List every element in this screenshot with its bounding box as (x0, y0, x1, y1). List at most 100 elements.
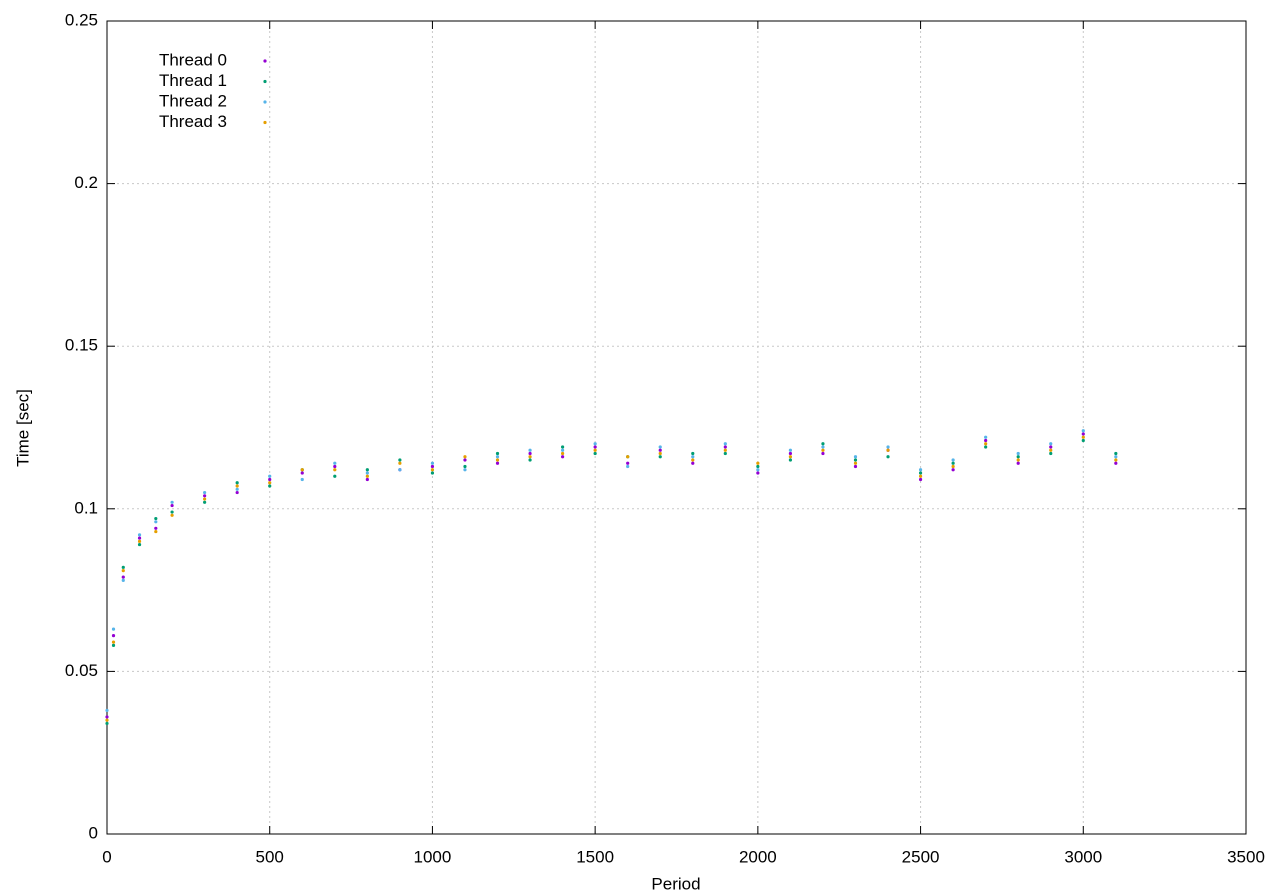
point (853, 458, 858, 462)
point (154, 520, 158, 524)
point (886, 455, 890, 459)
point (821, 445, 825, 449)
point (821, 451, 825, 456)
x-tick-label: 1000 (414, 847, 452, 866)
point (1081, 438, 1085, 443)
point (300, 477, 304, 482)
point (658, 451, 662, 456)
point (137, 539, 142, 543)
point (235, 490, 239, 495)
legend-label: Thread 3 (159, 112, 227, 131)
point (658, 448, 662, 452)
point (203, 490, 207, 495)
point (1049, 451, 1053, 456)
y-tick-label: 0.1 (74, 498, 98, 517)
point (365, 474, 369, 478)
point (203, 500, 207, 504)
point (333, 464, 337, 469)
legend-marker (263, 100, 267, 104)
x-tick-label: 0 (102, 847, 111, 866)
point (235, 481, 239, 485)
point (691, 458, 695, 462)
point (788, 448, 793, 452)
point (1016, 458, 1020, 462)
point (300, 468, 304, 472)
point (1114, 455, 1118, 459)
point (111, 643, 116, 647)
point (170, 510, 174, 514)
point (137, 533, 142, 537)
point (398, 458, 402, 462)
point (561, 455, 565, 459)
legend-label: Thread 1 (159, 71, 227, 90)
point (365, 471, 369, 475)
point (528, 455, 532, 459)
point (111, 640, 116, 644)
point (626, 464, 630, 469)
point (268, 484, 272, 488)
point (105, 708, 109, 713)
point (121, 575, 125, 579)
point (723, 445, 727, 449)
point (984, 445, 988, 449)
point (756, 468, 760, 472)
x-tick-label: 3000 (1064, 847, 1102, 866)
point (105, 721, 109, 726)
point (463, 468, 467, 472)
x-axis-label: Period (651, 874, 700, 893)
point (821, 442, 825, 446)
point (398, 468, 402, 472)
point (788, 458, 793, 462)
legend-label: Thread 0 (159, 50, 227, 69)
point (528, 451, 532, 456)
legend-marker (263, 59, 267, 63)
point (300, 471, 304, 475)
point (154, 526, 158, 530)
point (1114, 461, 1118, 465)
point (105, 715, 109, 719)
point (105, 718, 109, 722)
legend-label: Thread 2 (159, 91, 227, 110)
point (430, 464, 435, 469)
point (121, 568, 125, 573)
point (463, 455, 467, 459)
point (268, 477, 272, 482)
point (495, 455, 500, 459)
point (593, 445, 597, 449)
point (365, 468, 369, 472)
point (691, 451, 695, 456)
point (463, 464, 467, 469)
legend-marker (263, 120, 267, 125)
point (593, 442, 597, 446)
point (1049, 448, 1053, 452)
point (951, 461, 955, 465)
point (853, 464, 858, 469)
x-tick-label: 3500 (1227, 847, 1265, 866)
point (365, 477, 369, 482)
point (170, 513, 174, 517)
point (170, 500, 174, 504)
point (723, 451, 727, 456)
point (723, 442, 727, 446)
point (430, 471, 435, 475)
point (1081, 435, 1085, 439)
x-tick-label: 2000 (739, 847, 777, 866)
point (723, 448, 727, 452)
point (951, 458, 955, 462)
y-axis-label: Time [sec] (13, 389, 32, 467)
point (121, 578, 125, 582)
point (495, 458, 500, 462)
point (235, 484, 239, 488)
point (463, 458, 467, 462)
point (121, 565, 125, 569)
point (1016, 455, 1020, 459)
point (154, 529, 158, 534)
point (658, 445, 662, 449)
x-tick-label: 500 (256, 847, 284, 866)
point (886, 445, 890, 449)
point (1016, 461, 1020, 465)
point (1081, 432, 1085, 436)
point (333, 468, 337, 472)
point (268, 481, 272, 485)
